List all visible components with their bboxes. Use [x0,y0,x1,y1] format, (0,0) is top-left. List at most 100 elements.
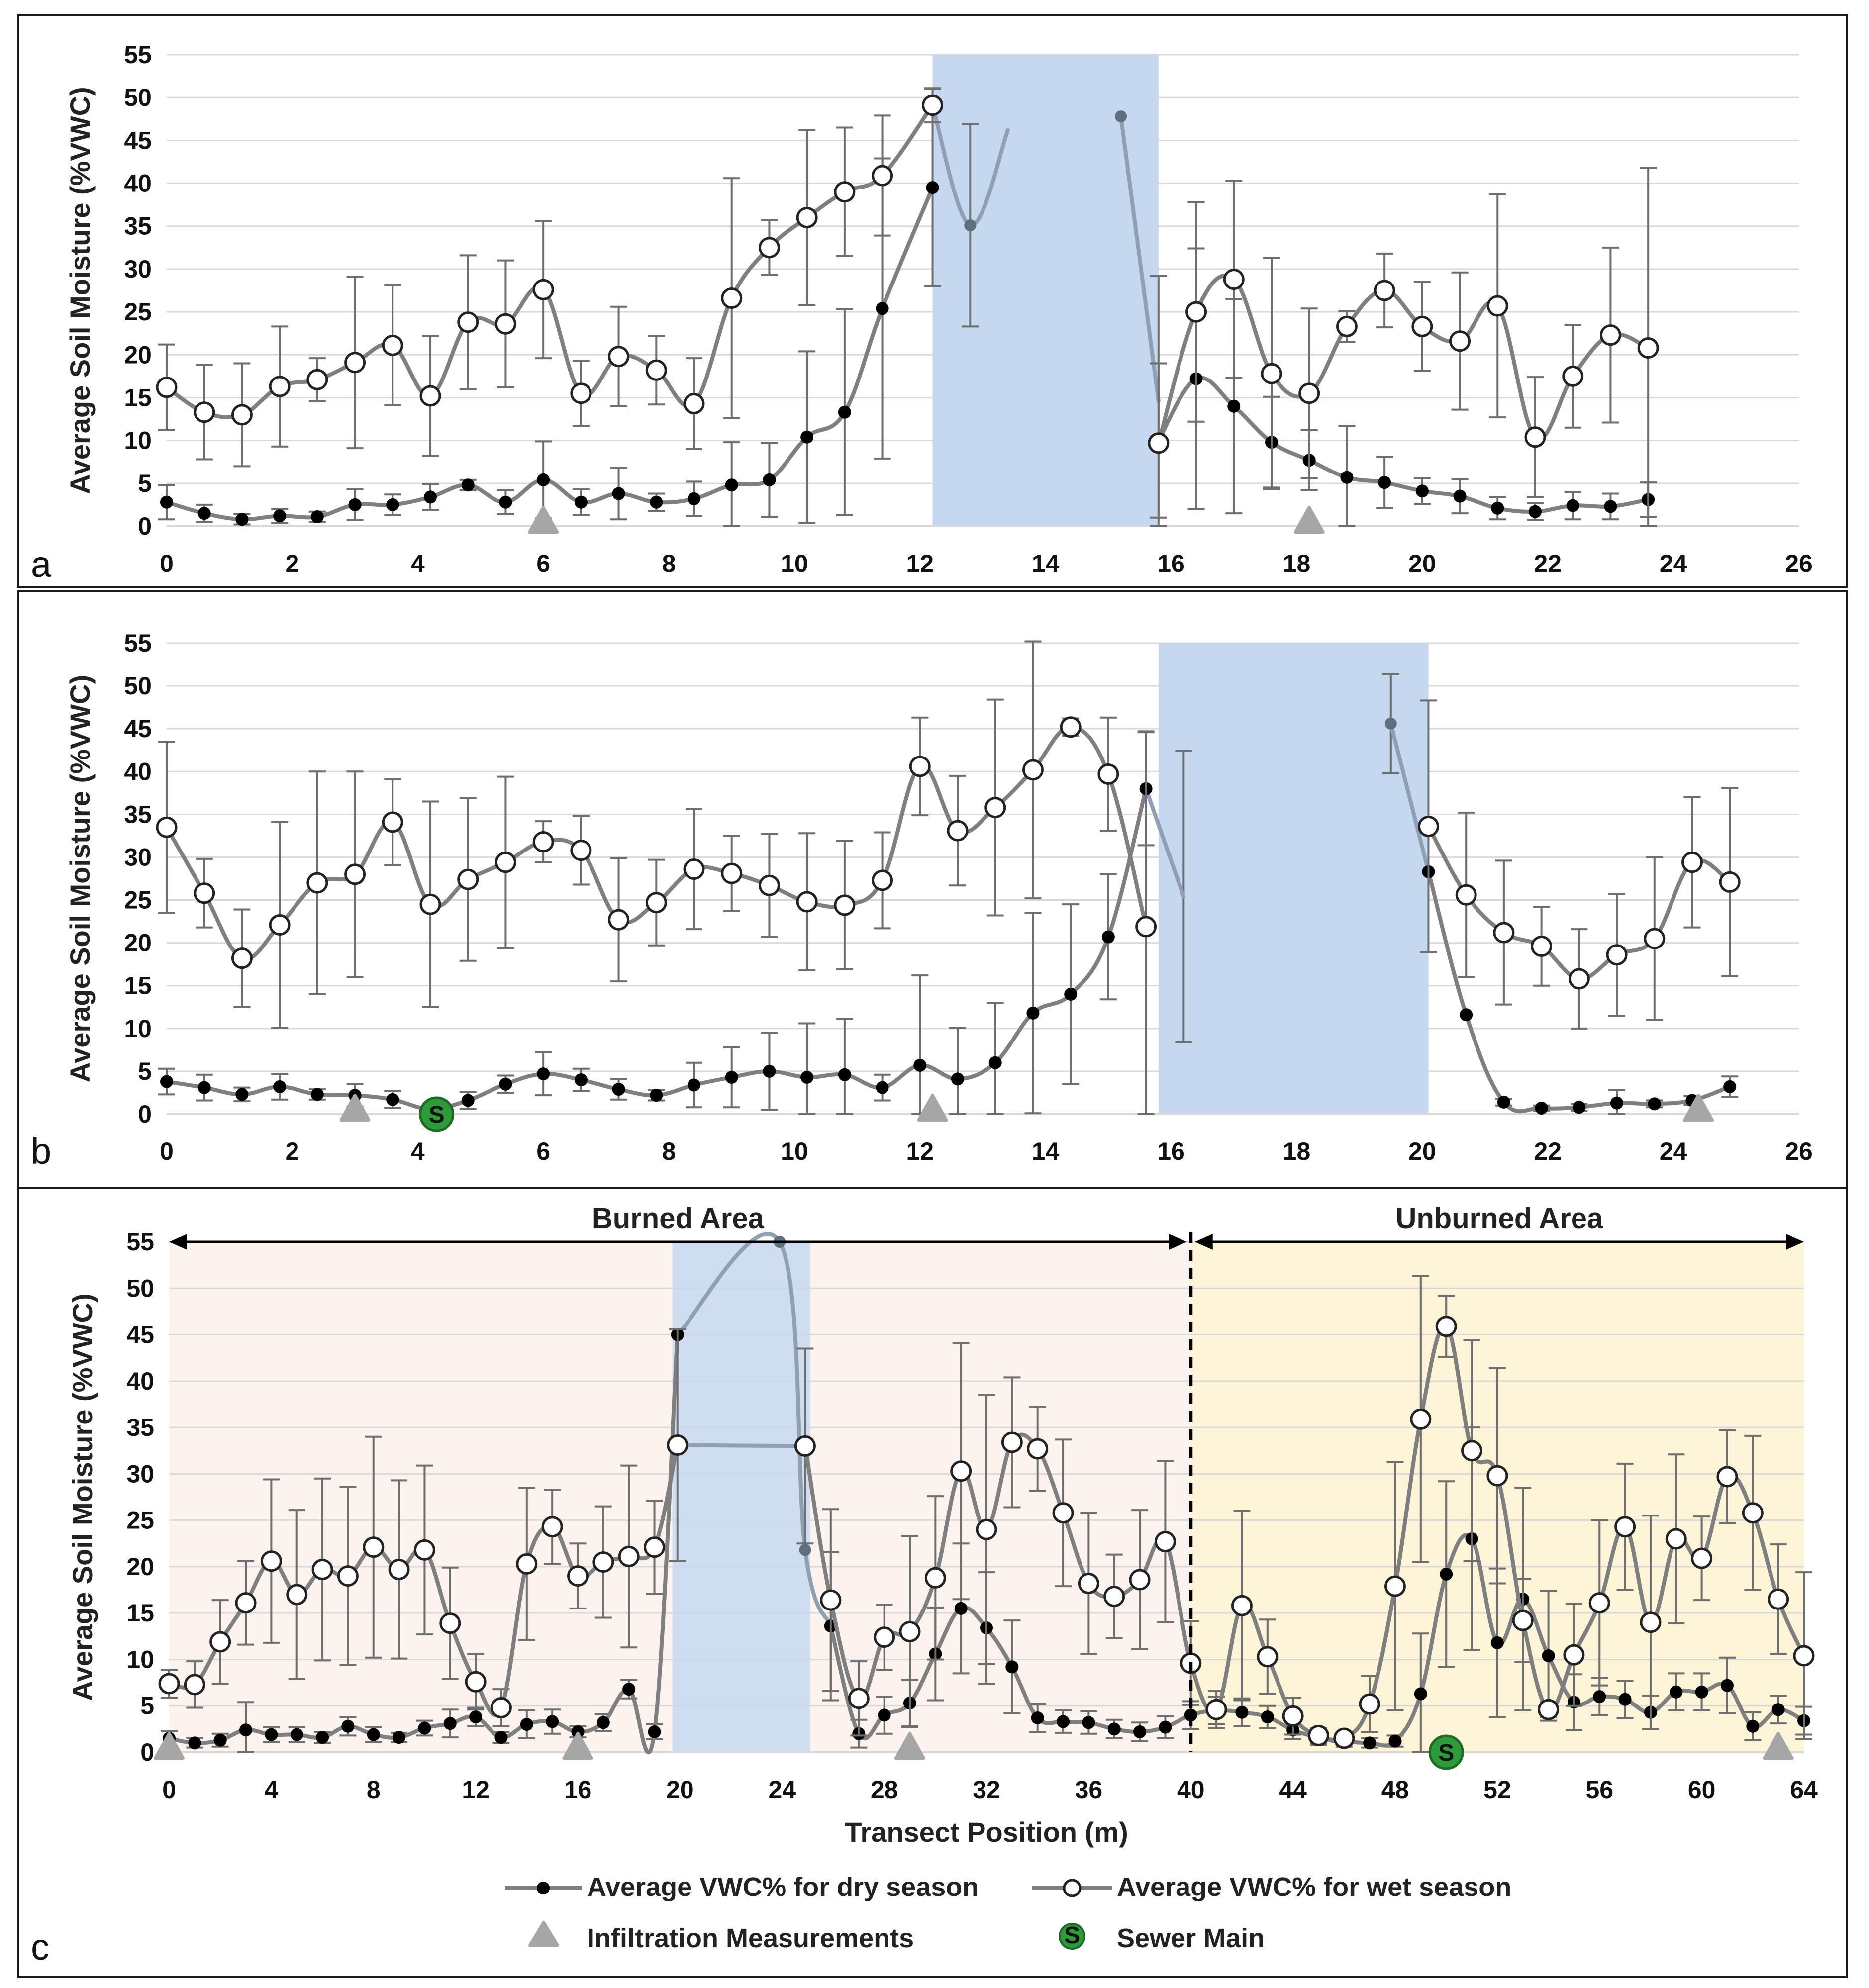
arrow-head-right [1169,1234,1187,1250]
x-tick-label: 12 [906,1137,934,1165]
wet-marker [1333,1727,1355,1749]
arrow-head-left [169,1234,187,1250]
series-marker [799,1544,811,1556]
legend: Average VWC% for dry season Average VWC% … [505,1872,1511,1953]
dry-marker [1227,399,1241,413]
wet-marker [194,401,215,423]
wet-marker [1455,884,1477,906]
legend-wet-marker [1063,1879,1082,1897]
y-tick-label: 40 [126,1367,154,1395]
sewer-symbol: S [1438,1740,1454,1766]
wet-marker [645,892,667,914]
legend-infiltration-marker [528,1921,559,1947]
dry-marker [316,1731,329,1744]
wet-marker [922,95,944,116]
y-tick-label: 55 [124,41,152,69]
wet-marker [567,1565,589,1587]
y-tick-label: 15 [124,383,152,411]
wet-marker [794,1435,816,1457]
wet-marker [1411,315,1433,337]
wet-marker [457,868,479,890]
x-tick-label: 24 [768,1776,796,1803]
wet-marker [1531,936,1553,957]
wet-marker [1205,1699,1227,1720]
series-marker [1115,110,1127,123]
dry-marker [290,1728,303,1741]
wet-marker [158,1673,180,1695]
dry-marker [1497,1095,1510,1109]
wet-season-series [158,1275,1815,1749]
sewer-main-marker: S [419,1096,455,1132]
legend-dry-label: Average VWC% for dry season [587,1872,979,1902]
wet-marker [1568,968,1590,990]
y-axis-label: Average Soil Moisture (%VWC) [64,675,96,1082]
x-tick-label: 8 [367,1776,381,1803]
wet-marker [644,1536,666,1558]
sewer-circle [1428,1734,1464,1770]
sewer-symbol: S [429,1102,445,1128]
wet-marker [419,893,441,915]
y-axis-label: Average Soil Moisture (%VWC) [64,87,96,494]
wet-marker [899,1620,921,1642]
dry-marker [424,490,437,504]
wet-marker [909,756,931,777]
y-tick-label: 30 [124,843,152,871]
dry-marker [1082,1716,1095,1729]
wet-marker [796,206,818,228]
wet-marker [260,1550,282,1572]
series-line [1119,114,1161,403]
wet-marker [1129,1569,1151,1591]
wet-marker [1359,1693,1380,1715]
dry-marker [876,1081,889,1094]
dry-marker [1378,476,1391,489]
wet-marker [820,1589,842,1611]
wet-marker [1637,337,1659,359]
wet-marker [465,1671,487,1693]
wet-marker [337,1565,359,1587]
panel-label: a [31,544,52,585]
x-tick-label: 10 [781,550,808,577]
x-tick-label: 56 [1585,1776,1613,1803]
wet-marker [608,909,630,931]
x-axis-label: Transect Position (m) [845,1816,1128,1848]
x-tick-label: 4 [411,1137,425,1165]
infiltration-marker [339,1094,371,1122]
wet-marker [1449,330,1471,352]
dry-marker [926,181,939,194]
wet-marker [1719,871,1741,893]
wet-marker [1135,916,1157,938]
wet-marker [1384,1575,1406,1597]
dry-marker [1440,1567,1453,1581]
dry-marker [763,473,776,486]
dry-marker [1340,471,1354,484]
wet-marker [834,894,856,916]
wet-marker [306,872,328,894]
x-tick-label: 24 [1660,550,1687,577]
wet-marker [1307,1724,1329,1746]
dry-marker [418,1721,431,1735]
series-line [1426,869,1732,1114]
wet-marker [645,359,667,381]
dry-marker [197,507,211,520]
wet-marker [570,382,592,404]
y-tick-label: 25 [124,886,152,914]
dry-marker [461,1094,475,1107]
wet-marker [541,1516,563,1538]
y-tick-label: 45 [124,126,152,154]
infiltration-marker [1763,1732,1794,1760]
dry-marker [239,1723,253,1737]
dry-marker [1031,1711,1044,1724]
wet-marker [413,1539,435,1561]
x-tick-label: 2 [285,550,299,577]
wet-marker [924,1567,946,1589]
legend-sewer-symbol: S [1064,1922,1080,1949]
dry-marker [725,1070,738,1084]
dry-marker [650,1089,663,1102]
arrow-head-right [1786,1234,1804,1250]
dry-marker [469,1710,483,1724]
wet-marker [1524,426,1546,448]
y-tick-label: 5 [140,1692,154,1720]
region-label: Unburned Area [1395,1202,1603,1234]
x-tick-label: 18 [1283,1137,1311,1165]
dry-marker [1723,1080,1737,1093]
